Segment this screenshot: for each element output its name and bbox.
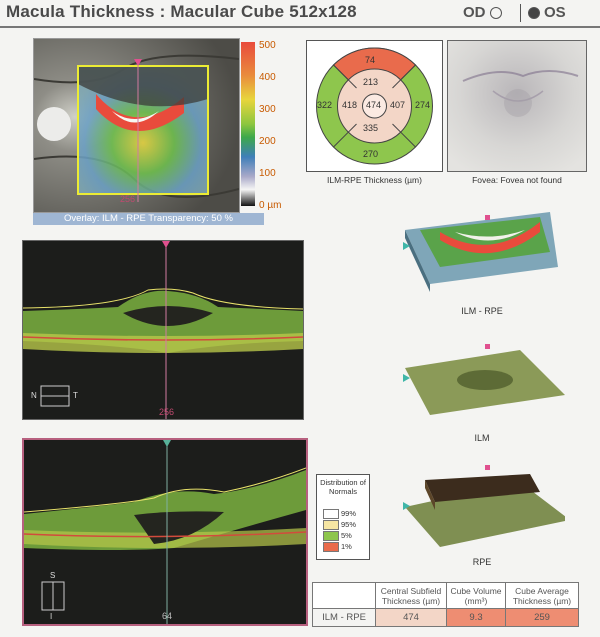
colorbar-label: 0 µm bbox=[259, 200, 282, 211]
render-rpe-label: RPE bbox=[472, 557, 492, 567]
colorbar-label: 400 bbox=[259, 72, 276, 83]
legend-label-99: 99% bbox=[341, 509, 357, 518]
etdrs-grid bbox=[316, 47, 433, 165]
etdrs-superior-inner: 213 bbox=[363, 77, 379, 87]
oct2-scan-number: 64 bbox=[162, 611, 173, 621]
orientation-n: N bbox=[31, 391, 37, 400]
etdrs-center: 474 bbox=[366, 100, 382, 110]
eye-divider bbox=[520, 4, 521, 22]
fovea-caption: Fovea: Fovea not found bbox=[472, 175, 562, 185]
orientation-i: I bbox=[50, 612, 53, 621]
colorbar-label: 100 bbox=[259, 168, 276, 179]
fundus-image[interactable] bbox=[33, 38, 240, 213]
od-label: OD bbox=[463, 4, 486, 21]
render-ilm-rpe[interactable] bbox=[400, 212, 565, 307]
etdrs-caption: ILM-RPE Thickness (µm) bbox=[327, 175, 422, 185]
legend-label-1: 1% bbox=[341, 542, 352, 551]
legend-title: Distribution of Normals bbox=[320, 478, 366, 496]
orientation-t: T bbox=[73, 391, 78, 400]
render-ilm[interactable] bbox=[400, 340, 565, 435]
summary-central-value: 474 bbox=[375, 608, 447, 627]
legend-swatch-95 bbox=[323, 520, 339, 530]
summary-volume-value: 9.3 bbox=[446, 608, 506, 627]
legend-label-5: 5% bbox=[341, 531, 352, 540]
fovea-image bbox=[447, 40, 587, 172]
render-rpe[interactable] bbox=[400, 462, 570, 557]
oct-bscan-horizontal[interactable]: N T 256 bbox=[22, 240, 304, 420]
etdrs-inferior-inner: 335 bbox=[363, 123, 379, 133]
oct1-scan-number: 256 bbox=[159, 407, 175, 417]
render-ilm-rpe-label: ILM - RPE bbox=[461, 306, 503, 316]
fundus-scan-number: 256 bbox=[120, 194, 136, 204]
summary-table: Central Subfield Thickness (µm) Cube Vol… bbox=[312, 582, 579, 627]
etdrs-inferior-outer: 270 bbox=[363, 149, 379, 159]
colorbar-label: 300 bbox=[259, 104, 276, 115]
os-radio[interactable] bbox=[528, 6, 540, 19]
render-rpe-graphic bbox=[403, 465, 570, 547]
render-ilm-graphic bbox=[403, 344, 565, 415]
etdrs-superior-outer: 74 bbox=[365, 55, 376, 65]
colorbar-label: 500 bbox=[259, 40, 276, 51]
oct-bscan-graphic bbox=[24, 440, 306, 624]
summary-corner bbox=[312, 582, 376, 609]
od-radio[interactable] bbox=[489, 6, 502, 19]
summary-header-central: Central Subfield Thickness (µm) bbox=[375, 582, 447, 609]
oct-bscan-vertical[interactable]: S I 64 bbox=[22, 438, 308, 626]
etdrs-nasal-inner: 418 bbox=[342, 100, 358, 110]
legend-swatch-1 bbox=[323, 542, 339, 552]
summary-row-label: ILM - RPE bbox=[312, 608, 376, 627]
etdrs-thickness-map: 74 213 322 418 474 407 274 335 270 bbox=[306, 40, 443, 172]
legend-swatch-99 bbox=[323, 509, 339, 519]
etdrs-temporal-inner: 407 bbox=[390, 100, 406, 110]
colorbar-label: 200 bbox=[259, 136, 276, 147]
os-selector[interactable]: OS bbox=[528, 4, 566, 21]
oct-bscan-graphic bbox=[23, 241, 303, 419]
page-title: Macula Thickness : Macular Cube 512x128 bbox=[6, 2, 357, 21]
os-label: OS bbox=[544, 4, 566, 21]
summary-header-average: Cube Average Thickness (µm) bbox=[505, 582, 579, 609]
orientation-s: S bbox=[50, 571, 56, 580]
summary-average-value: 259 bbox=[505, 608, 579, 627]
legend-swatch-5 bbox=[323, 531, 339, 541]
thickness-colorbar bbox=[241, 42, 255, 206]
render-ilm-rpe-graphic bbox=[403, 212, 558, 292]
normals-legend: Distribution of Normals 99% 95% 5% 1% bbox=[316, 474, 370, 560]
fovea-graphic bbox=[448, 41, 586, 171]
render-ilm-label: ILM bbox=[474, 433, 490, 443]
summary-header-volume: Cube Volume (mm³) bbox=[446, 582, 506, 609]
header-divider bbox=[0, 26, 600, 28]
od-selector[interactable]: OD bbox=[463, 4, 502, 21]
legend-label-95: 95% bbox=[341, 520, 357, 529]
fundus-overlay-graphic bbox=[34, 39, 239, 212]
etdrs-temporal-outer: 274 bbox=[415, 100, 431, 110]
etdrs-nasal-outer: 322 bbox=[317, 100, 333, 110]
overlay-settings-bar[interactable]: Overlay: ILM - RPE Transparency: 50 % bbox=[33, 213, 264, 225]
